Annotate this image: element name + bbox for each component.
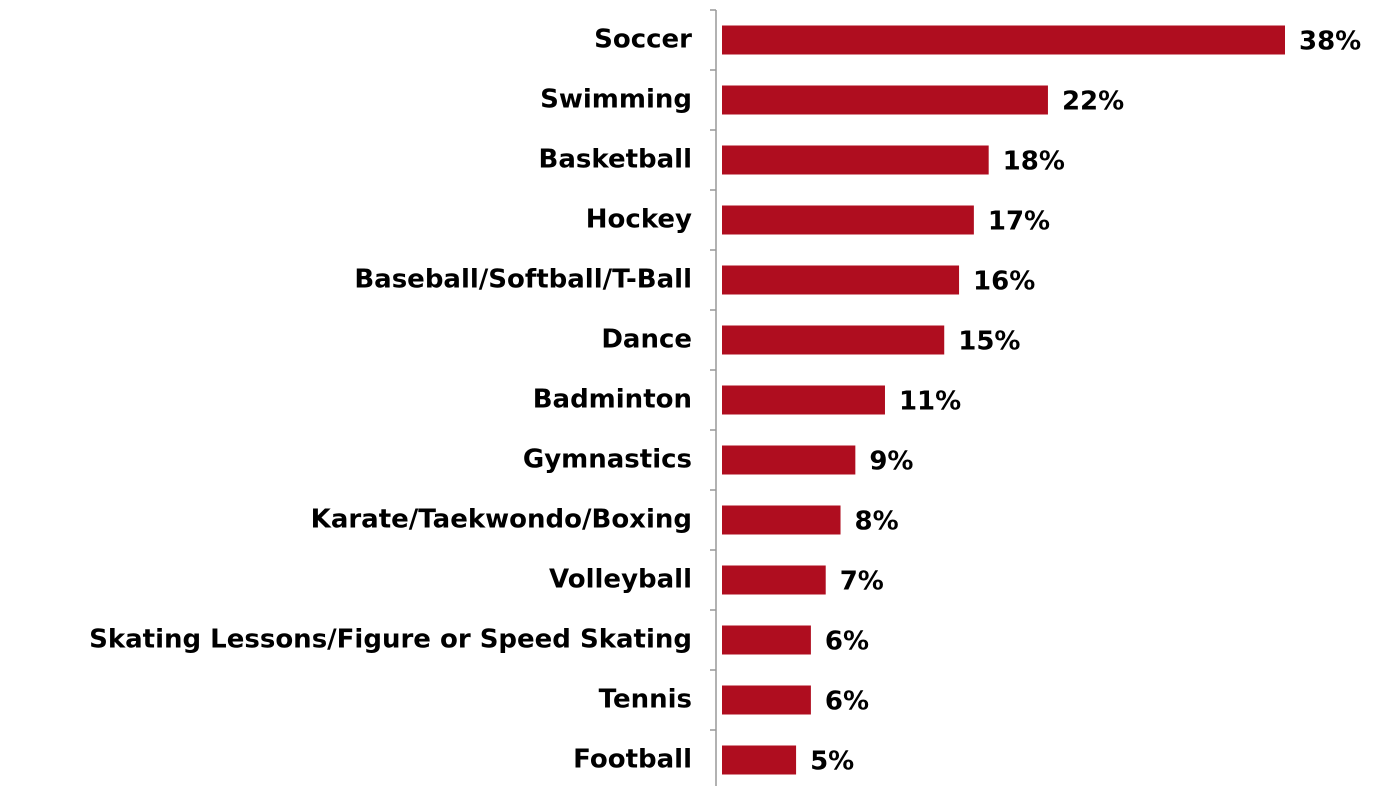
value-label: 7%	[840, 567, 884, 597]
category-label: Skating Lessons/Figure or Speed Skating	[89, 625, 692, 655]
value-label: 8%	[855, 507, 899, 537]
category-label: Dance	[601, 325, 692, 355]
value-label: 6%	[825, 627, 869, 657]
bar	[722, 25, 1285, 55]
category-label: Volleyball	[549, 565, 692, 595]
category-label: Hockey	[586, 205, 692, 235]
category-label: Gymnastics	[523, 445, 692, 475]
value-label: 38%	[1299, 27, 1361, 57]
category-label: Badminton	[533, 385, 692, 415]
value-label: 11%	[899, 387, 961, 417]
bar	[722, 385, 885, 415]
category-label: Baseball/Softball/T-Ball	[354, 265, 692, 295]
value-label: 17%	[988, 207, 1050, 237]
bar	[722, 565, 826, 595]
category-label: Swimming	[540, 85, 692, 115]
category-label: Soccer	[594, 25, 692, 55]
value-label: 18%	[1003, 147, 1065, 177]
value-label: 16%	[973, 267, 1035, 297]
category-label: Basketball	[539, 145, 692, 175]
value-label: 5%	[810, 747, 854, 777]
bar	[722, 505, 841, 535]
bar	[722, 625, 811, 655]
value-label: 15%	[958, 327, 1020, 357]
category-label: Tennis	[599, 685, 692, 715]
category-label: Karate/Taekwondo/Boxing	[311, 505, 692, 535]
bar	[722, 445, 856, 475]
category-label: Football	[573, 745, 692, 775]
bar	[722, 145, 989, 175]
value-label: 6%	[825, 687, 869, 717]
bar	[722, 205, 974, 235]
bar	[722, 265, 960, 295]
bar	[722, 745, 797, 775]
value-label: 22%	[1062, 87, 1124, 117]
bar	[722, 325, 945, 355]
bar	[722, 685, 811, 715]
value-label: 9%	[869, 447, 913, 477]
bar	[722, 85, 1048, 115]
